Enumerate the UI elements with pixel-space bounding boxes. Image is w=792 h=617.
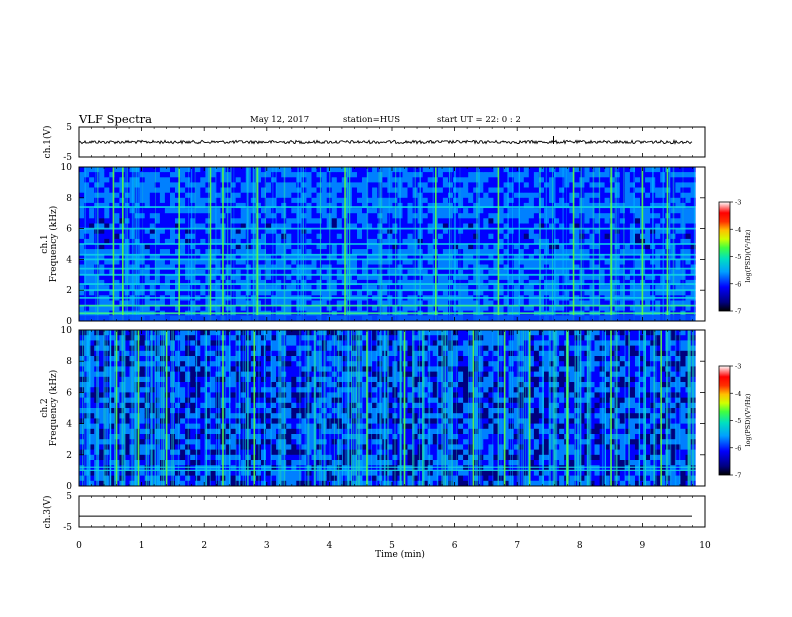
time-axis-tick-label: 10 bbox=[699, 541, 711, 551]
low-frequency-strip bbox=[79, 315, 696, 321]
colorbar-tick-label: -3 bbox=[735, 363, 741, 371]
freq-tick-label: 10 bbox=[61, 326, 73, 336]
ch1-spec-ylabel-freq: Frequency (kHz) bbox=[48, 206, 59, 283]
colorbar-tick-label: -7 bbox=[735, 472, 741, 480]
freq-tick-label: 2 bbox=[66, 286, 72, 296]
freq-tick-label: 2 bbox=[66, 451, 72, 461]
ch1-colorbar-label: log(PSD)(V²/Hz) bbox=[744, 229, 752, 282]
header-start-time: start UT = 22: 0 : 2 bbox=[437, 115, 521, 125]
ch1-waveform-line bbox=[79, 140, 692, 143]
colorbar-tick-label: -4 bbox=[735, 226, 741, 234]
time-axis-tick-label: 1 bbox=[139, 541, 145, 551]
freq-tick-label: 0 bbox=[66, 482, 72, 492]
colorbar-tick-label: -3 bbox=[735, 199, 741, 207]
colorbar-tick-label: -5 bbox=[735, 417, 741, 425]
colorbar-tick-label: -7 bbox=[735, 308, 741, 316]
time-axis-tick-label: 0 bbox=[76, 541, 82, 551]
ch2-colorbar: -3 -4 -5 -6 -7 log(PSD)(V²/Hz) bbox=[719, 363, 752, 480]
freq-tick-label: 4 bbox=[66, 255, 72, 265]
ch3-ylabel: ch.3(V) bbox=[42, 496, 53, 529]
colorbar-tick-label: -4 bbox=[735, 390, 741, 398]
ch1-colorbar: -3 -4 -5 -6 -7 log(PSD)(V²/Hz) bbox=[719, 199, 752, 316]
time-axis-tick-label: 2 bbox=[201, 541, 207, 551]
freq-tick-label: 8 bbox=[66, 357, 72, 367]
time-axis-label: Time (min) bbox=[375, 549, 425, 560]
freq-tick-label: 6 bbox=[66, 388, 72, 398]
colorbar-tick-label: -6 bbox=[735, 280, 741, 288]
freq-tick-label: 10 bbox=[61, 163, 73, 173]
ch2-spec-ylabel-freq: Frequency (kHz) bbox=[48, 370, 59, 447]
ch1-ytick-bottom: -5 bbox=[63, 153, 72, 163]
ch1-ytick-top: 5 bbox=[66, 123, 72, 133]
time-axis-tick-label: 6 bbox=[452, 541, 458, 551]
figure-title: VLF Spectra bbox=[78, 112, 152, 126]
time-axis-tick-label: 3 bbox=[264, 541, 270, 551]
colorbar-tick-label: -6 bbox=[735, 444, 741, 452]
ch3-ytick-top: 5 bbox=[66, 492, 72, 502]
ch1-ylabel: ch.1(V) bbox=[42, 126, 53, 159]
ch2-spectrogram-image bbox=[79, 330, 705, 486]
time-axis-tick-label: 7 bbox=[514, 541, 520, 551]
header-date: May 12, 2017 bbox=[250, 115, 309, 125]
colorbar-tick-label: -5 bbox=[735, 253, 741, 261]
time-axis-tick-label: 8 bbox=[577, 541, 583, 551]
freq-tick-label: 4 bbox=[66, 420, 72, 430]
ch3-ytick-bottom: -5 bbox=[63, 523, 72, 533]
freq-tick-label: 8 bbox=[66, 194, 72, 204]
time-axis-tick-label: 4 bbox=[327, 541, 333, 551]
no-data-region bbox=[696, 167, 705, 321]
ch1-spectrogram-image bbox=[79, 167, 705, 321]
freq-tick-label: 6 bbox=[66, 225, 72, 235]
header-station: station=HUS bbox=[343, 115, 400, 125]
no-data-region bbox=[696, 330, 705, 486]
ch2-colorbar-label: log(PSD)(V²/Hz) bbox=[744, 393, 752, 446]
time-axis-tick-label: 9 bbox=[640, 541, 646, 551]
ch1-waveform-trace bbox=[79, 136, 692, 144]
